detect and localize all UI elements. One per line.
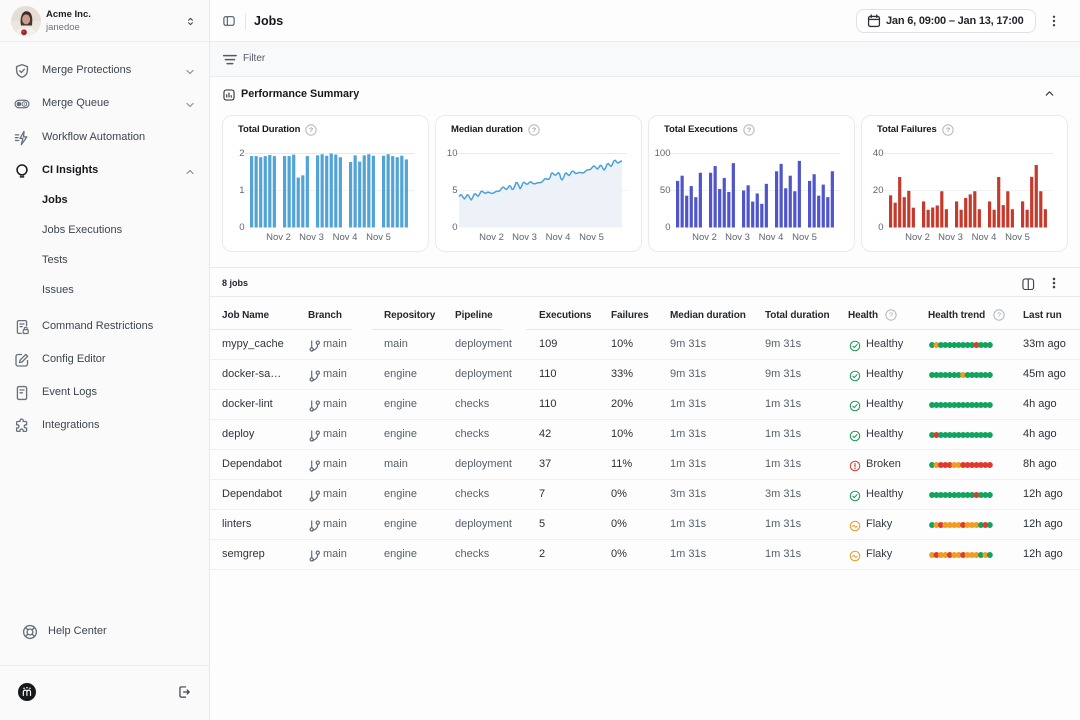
svg-text:Nov 5: Nov 5 — [579, 232, 604, 243]
svg-text:?: ? — [946, 127, 950, 134]
svg-text:Nov 4: Nov 4 — [972, 232, 997, 243]
svg-text:?: ? — [532, 127, 536, 134]
svg-text:40: 40 — [873, 148, 884, 159]
svg-text:Nov 4: Nov 4 — [546, 232, 571, 243]
svg-text:20: 20 — [873, 185, 884, 196]
svg-text:Nov 5: Nov 5 — [1005, 232, 1030, 243]
svg-text:Nov 3: Nov 3 — [512, 232, 537, 243]
svg-text:Nov 2: Nov 2 — [692, 232, 717, 243]
svg-text:100: 100 — [655, 148, 671, 159]
svg-text:?: ? — [309, 127, 313, 134]
svg-text:?: ? — [889, 312, 893, 319]
svg-text:Nov 5: Nov 5 — [366, 232, 391, 243]
svg-text:Nov 3: Nov 3 — [299, 232, 324, 243]
svg-text:0: 0 — [452, 222, 457, 233]
svg-text:Nov 4: Nov 4 — [333, 232, 358, 243]
svg-text:10: 10 — [447, 148, 458, 159]
svg-text:?: ? — [997, 312, 1001, 319]
svg-text:Nov 5: Nov 5 — [792, 232, 817, 243]
svg-text:Nov 4: Nov 4 — [759, 232, 784, 243]
svg-text:Nov 3: Nov 3 — [938, 232, 963, 243]
svg-text:50: 50 — [660, 185, 671, 196]
svg-text:5: 5 — [452, 185, 457, 196]
svg-text:Nov 2: Nov 2 — [479, 232, 504, 243]
svg-text:0: 0 — [665, 222, 670, 233]
svg-text:Nov 2: Nov 2 — [905, 232, 930, 243]
svg-text:?: ? — [747, 127, 751, 134]
svg-text:0: 0 — [878, 222, 883, 233]
svg-text:2: 2 — [239, 148, 244, 159]
svg-text:0: 0 — [239, 222, 244, 233]
svg-text:Nov 3: Nov 3 — [725, 232, 750, 243]
svg-text:Nov 2: Nov 2 — [266, 232, 291, 243]
svg-text:1: 1 — [239, 185, 244, 196]
